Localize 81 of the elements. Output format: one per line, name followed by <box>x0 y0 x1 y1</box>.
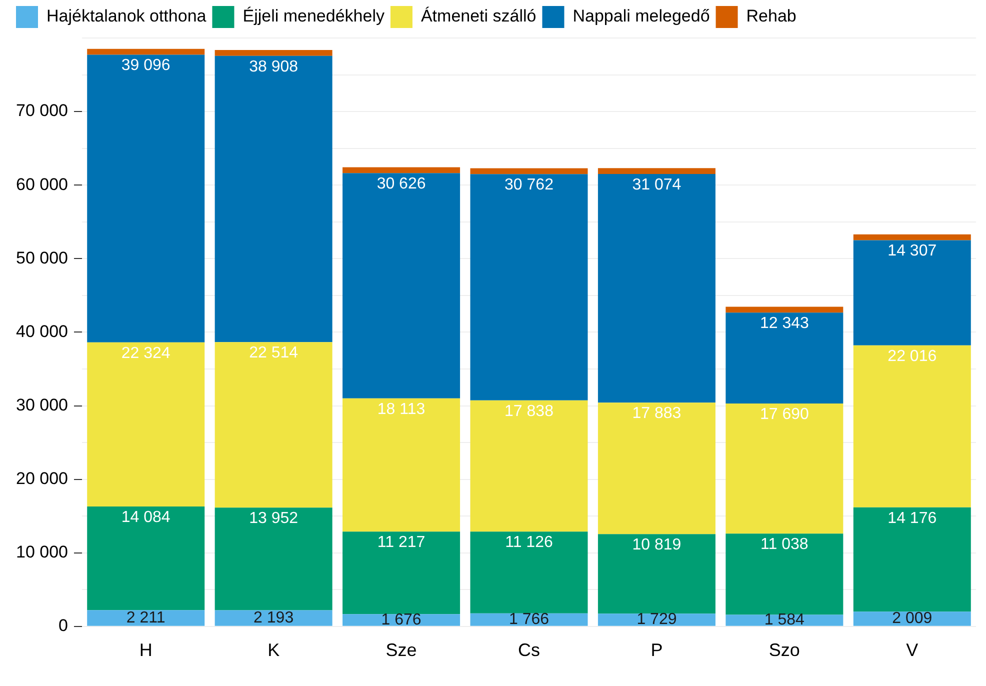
data-label: 17 838 <box>504 402 554 420</box>
data-label: 38 908 <box>249 58 298 76</box>
bar <box>470 400 588 532</box>
x-tick-label: Cs <box>518 640 540 660</box>
y-tick-label: 30 000 <box>16 395 68 414</box>
bar <box>853 612 971 626</box>
bar <box>726 534 844 615</box>
bar <box>598 174 716 403</box>
x-tick-label: Sze <box>386 640 417 660</box>
bar <box>598 534 716 614</box>
data-label: 10 819 <box>632 536 682 554</box>
y-tick-label: 10 000 <box>16 542 68 562</box>
bar <box>470 532 588 614</box>
bar <box>214 50 332 56</box>
bar <box>726 306 844 313</box>
data-label: 22 016 <box>888 348 937 365</box>
bar <box>214 508 332 610</box>
bar <box>598 402 716 534</box>
data-label: 39 096 <box>121 57 170 74</box>
legend-label: Átmeneti szálló <box>420 6 536 26</box>
bar <box>470 174 588 400</box>
legend-label: Nappali melegedő <box>572 6 710 26</box>
bar <box>87 54 205 342</box>
x-tick-label: Szo <box>768 640 800 660</box>
data-label: 1 729 <box>636 611 677 628</box>
data-label: 1 676 <box>381 611 422 628</box>
x-tick-label: H <box>139 640 152 660</box>
bar <box>726 312 844 404</box>
bar <box>598 614 716 626</box>
bar <box>470 168 588 174</box>
bar <box>87 610 205 626</box>
legend-label: Éjjeli menedékhely <box>242 6 385 26</box>
data-label: 17 690 <box>760 406 809 423</box>
data-label: 22 324 <box>121 344 170 362</box>
x-tick-label: K <box>268 640 280 660</box>
y-tick-label: 70 000 <box>16 101 68 120</box>
data-label: 1 584 <box>764 612 805 629</box>
bar <box>342 167 460 174</box>
bar <box>342 398 460 532</box>
data-label: 11 126 <box>505 534 553 551</box>
y-tick-label: 60 000 <box>16 174 68 194</box>
data-label: 13 952 <box>249 510 298 528</box>
bar <box>853 507 971 612</box>
bar <box>87 506 205 610</box>
bar <box>853 345 971 508</box>
bar <box>853 234 971 240</box>
data-label: 17 883 <box>632 404 682 422</box>
data-label: 31 074 <box>632 176 682 194</box>
data-label: 12 343 <box>760 315 809 332</box>
bar <box>726 403 844 534</box>
bar <box>214 56 332 342</box>
y-tick-label: 0 <box>58 616 68 636</box>
data-label: 2 193 <box>254 609 294 626</box>
data-label: 18 113 <box>377 400 426 418</box>
bar <box>342 614 460 626</box>
data-label: 14 084 <box>121 508 170 526</box>
data-label: 22 514 <box>249 344 298 362</box>
x-tick-label: P <box>650 640 663 660</box>
y-tick-label: 20 000 <box>16 468 68 488</box>
legend-label: Rehab <box>746 6 796 26</box>
bar <box>342 173 460 398</box>
data-label: 30 762 <box>504 176 554 194</box>
bar <box>87 342 205 507</box>
data-label: 2 009 <box>892 610 932 628</box>
x-tick-label: V <box>906 640 918 660</box>
bar <box>853 240 971 346</box>
data-label: 30 626 <box>376 176 426 193</box>
bar <box>87 48 205 55</box>
y-tick-label: 50 000 <box>16 248 68 268</box>
data-label: 1 766 <box>508 611 550 628</box>
bar <box>726 614 844 626</box>
data-label: 11 217 <box>377 534 426 551</box>
bar <box>342 532 460 614</box>
bar <box>214 342 332 508</box>
y-tick-label: 40 000 <box>16 322 68 341</box>
data-label: 14 307 <box>888 242 937 260</box>
data-label: 2 211 <box>126 609 166 626</box>
bar <box>598 168 716 174</box>
data-label: 14 176 <box>888 510 937 527</box>
data-label: 11 038 <box>760 536 808 553</box>
legend-label: Hajéktalanok otthona <box>46 6 207 26</box>
